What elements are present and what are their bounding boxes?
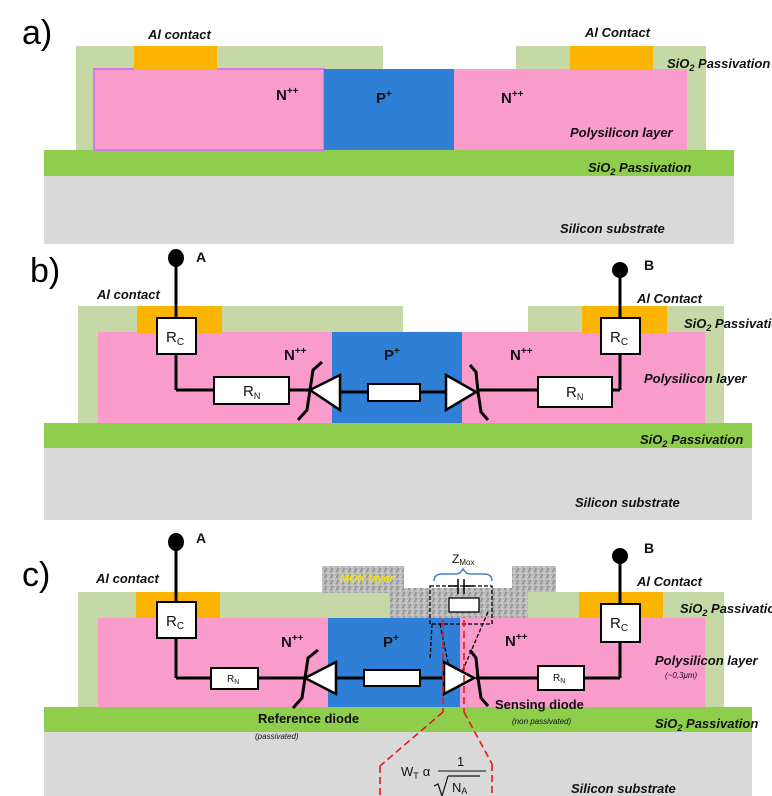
silicon-substrate-label: Silicon substrate xyxy=(560,221,665,236)
silicon-substrate xyxy=(44,176,734,244)
terminal-b-label: B xyxy=(644,540,654,556)
p-region xyxy=(324,69,454,150)
sio2-passivation-top-label: SiO2 Passivation xyxy=(680,601,772,618)
sio2-passivation-base-label: SiO2 Passivation xyxy=(640,432,743,449)
sio2-base-layer xyxy=(44,423,752,448)
n-left-doping-label: N++ xyxy=(284,346,307,364)
panel-c: c) MOX layer ZMox xyxy=(22,530,772,796)
p-doping-label: P+ xyxy=(384,346,400,364)
rn-resistor-left-label: RN xyxy=(227,674,239,686)
al-contact-right-label: Al Contact xyxy=(584,25,651,40)
terminal-a-label: A xyxy=(196,530,206,546)
silicon-substrate-label: Silicon substrate xyxy=(571,781,676,796)
n-right-doping-label: N++ xyxy=(501,89,524,107)
al-contact-left-label: Al contact xyxy=(147,27,212,42)
depletion-width-formula: WT α 1 NA xyxy=(401,754,486,796)
rmox-resistor xyxy=(448,597,480,613)
panel-c-label: c) xyxy=(22,556,50,594)
zmox-capacitor xyxy=(448,579,474,594)
terminal-b-node xyxy=(612,548,628,564)
silicon-substrate-label: Silicon substrate xyxy=(575,495,680,510)
al-contact-right-label: Al Contact xyxy=(636,291,703,306)
zmox-brace xyxy=(433,567,493,582)
terminal-b-label: B xyxy=(644,257,654,273)
terminal-a-label: A xyxy=(196,249,206,265)
n-right-doping-label: N++ xyxy=(510,346,533,364)
zmox-dashed-box xyxy=(429,585,493,625)
zener-diode-right xyxy=(444,364,490,421)
p-region xyxy=(332,332,462,423)
reference-zener-diode xyxy=(291,648,338,710)
rc-resistor-right xyxy=(600,603,641,643)
equivalent-circuit xyxy=(174,544,622,680)
polysilicon-thickness-label: (~0,3μm) xyxy=(665,671,698,680)
rc-resistor-right-label: RC xyxy=(610,329,628,348)
polysilicon-layer-label: Polysilicon layer xyxy=(655,653,759,668)
formula-numerator: 1 xyxy=(457,754,464,769)
terminal-a-node xyxy=(168,533,184,551)
sio2-passivation-top-label: SiO2 Passivation xyxy=(667,56,770,73)
al-contact-right xyxy=(570,46,653,70)
polysilicon-layer-label: Polysilicon layer xyxy=(570,125,674,140)
rc-resistor-right xyxy=(600,317,641,355)
al-contact-right-label: Al Contact xyxy=(636,574,703,589)
rc-resistor-right-label: RC xyxy=(610,615,628,634)
rn-resistor-left xyxy=(210,667,259,690)
reference-diode-note: (passivated) xyxy=(255,732,299,741)
n-left-doping-label: N++ xyxy=(281,633,304,651)
al-contact-left-label: Al contact xyxy=(96,287,161,302)
zmox-label: ZMox xyxy=(452,552,474,567)
rp-resistor xyxy=(367,383,421,402)
n-region-left xyxy=(93,68,325,151)
sensing-diode-note: (non passivated) xyxy=(512,717,571,726)
rc-resistor-left-label: RC xyxy=(166,329,184,348)
n-region-left xyxy=(98,618,328,707)
rc-resistor-left-label: RC xyxy=(166,613,184,632)
sio2-base-layer xyxy=(44,707,752,732)
al-contact-left xyxy=(134,46,217,70)
rn-resistor-right-label: RN xyxy=(566,384,583,402)
silicon-substrate xyxy=(44,732,752,796)
polysilicon-layer-label: Polysilicon layer xyxy=(644,371,748,386)
n-right-doping-label: N++ xyxy=(505,632,528,650)
terminal-b-node xyxy=(612,262,628,278)
depletion-zoom-lines xyxy=(379,620,493,796)
sensing-zener-diode xyxy=(442,649,490,707)
n-left-doping-label: N++ xyxy=(276,86,299,104)
silicon-substrate xyxy=(44,448,752,520)
mox-layer-label: MOX layer xyxy=(340,573,395,585)
formula-lhs: WT α xyxy=(401,764,431,781)
rp-resistor xyxy=(363,669,421,687)
rc-resistor-left xyxy=(156,317,197,355)
n-region-right xyxy=(460,618,705,707)
sio2-passivation-base-label: SiO2 Passivation xyxy=(588,160,691,177)
sio2-base-layer xyxy=(44,150,734,176)
sio2-passivation-base-label: SiO2 Passivation xyxy=(655,716,758,733)
rn-resistor-right xyxy=(537,665,585,691)
p-doping-label: P+ xyxy=(376,89,392,107)
panel-b: b) A B RC RC RN xyxy=(30,249,772,520)
formula-denominator: NA xyxy=(452,780,467,796)
rn-resistor-right-label: RN xyxy=(553,673,565,685)
al-contact-left-label: Al contact xyxy=(95,571,160,586)
panel-a-label: a) xyxy=(22,14,52,52)
sio2-passivation-top-label: SiO2 Passivation xyxy=(684,316,772,333)
zener-diode-left xyxy=(296,360,342,422)
terminal-a-node xyxy=(168,249,184,267)
rn-resistor-left xyxy=(213,376,290,405)
zmox-dashed-connectors xyxy=(429,611,489,673)
panel-b-label: b) xyxy=(30,252,60,290)
rc-resistor-left xyxy=(156,601,197,639)
p-doping-label: P+ xyxy=(383,633,399,651)
p-region xyxy=(328,618,460,707)
rn-resistor-left-label: RN xyxy=(243,383,260,401)
reference-diode-label: Reference diode xyxy=(258,711,359,726)
n-region-right xyxy=(454,69,687,150)
sensing-diode-label: Sensing diode xyxy=(495,697,584,712)
panel-a: a) Al contact Al Contact SiO2 Passivatio… xyxy=(22,14,770,244)
mox-layer-block-right xyxy=(512,566,556,592)
rn-resistor-right xyxy=(537,376,613,408)
